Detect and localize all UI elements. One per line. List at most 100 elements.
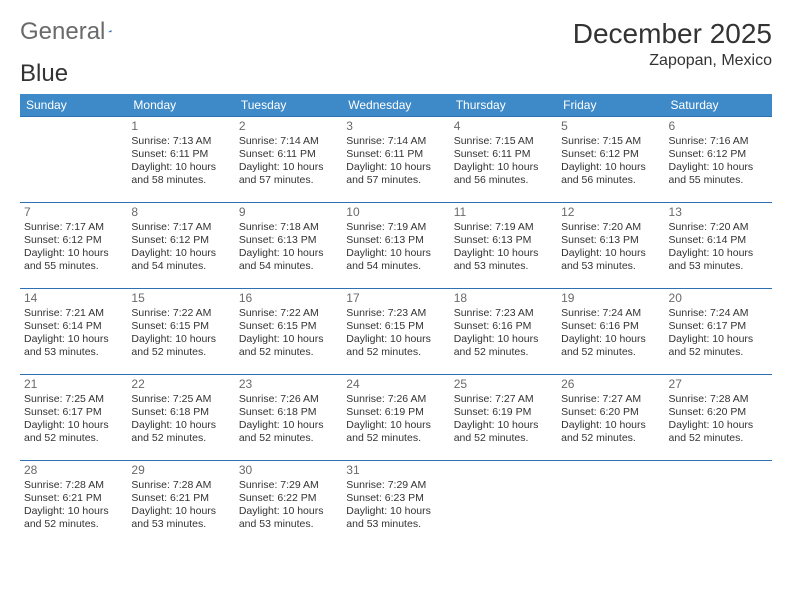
sunset-line: Sunset: 6:17 PM: [669, 320, 768, 333]
daylight-line: Daylight: 10 hours and 54 minutes.: [131, 247, 230, 273]
sunrise-line: Sunrise: 7:20 AM: [561, 221, 660, 234]
sunset-line: Sunset: 6:12 PM: [131, 234, 230, 247]
day-number: 8: [131, 205, 230, 220]
calendar-cell: 10Sunrise: 7:19 AMSunset: 6:13 PMDayligh…: [342, 203, 449, 289]
sunset-line: Sunset: 6:18 PM: [131, 406, 230, 419]
daylight-line: Daylight: 10 hours and 52 minutes.: [239, 333, 338, 359]
sunset-line: Sunset: 6:18 PM: [239, 406, 338, 419]
sunrise-line: Sunrise: 7:17 AM: [131, 221, 230, 234]
calendar-cell: 18Sunrise: 7:23 AMSunset: 6:16 PMDayligh…: [450, 289, 557, 375]
day-number: 2: [239, 119, 338, 134]
calendar-table: SundayMondayTuesdayWednesdayThursdayFrid…: [20, 94, 772, 547]
daylight-line: Daylight: 10 hours and 53 minutes.: [669, 247, 768, 273]
sunset-line: Sunset: 6:11 PM: [454, 148, 553, 161]
sunset-line: Sunset: 6:14 PM: [24, 320, 123, 333]
day-number: 28: [24, 463, 123, 478]
calendar-cell: 14Sunrise: 7:21 AMSunset: 6:14 PMDayligh…: [20, 289, 127, 375]
sunset-line: Sunset: 6:20 PM: [561, 406, 660, 419]
calendar-cell: 12Sunrise: 7:20 AMSunset: 6:13 PMDayligh…: [557, 203, 664, 289]
sunrise-line: Sunrise: 7:26 AM: [346, 393, 445, 406]
sunset-line: Sunset: 6:13 PM: [239, 234, 338, 247]
day-number: 27: [669, 377, 768, 392]
calendar-cell: 28Sunrise: 7:28 AMSunset: 6:21 PMDayligh…: [20, 461, 127, 547]
calendar-cell: 13Sunrise: 7:20 AMSunset: 6:14 PMDayligh…: [665, 203, 772, 289]
day-number: 21: [24, 377, 123, 392]
sunset-line: Sunset: 6:12 PM: [24, 234, 123, 247]
calendar-row: 28Sunrise: 7:28 AMSunset: 6:21 PMDayligh…: [20, 461, 772, 547]
daylight-line: Daylight: 10 hours and 56 minutes.: [561, 161, 660, 187]
sunset-line: Sunset: 6:11 PM: [131, 148, 230, 161]
day-number: 23: [239, 377, 338, 392]
calendar-cell: 25Sunrise: 7:27 AMSunset: 6:19 PMDayligh…: [450, 375, 557, 461]
daylight-line: Daylight: 10 hours and 52 minutes.: [24, 505, 123, 531]
sunrise-line: Sunrise: 7:14 AM: [346, 135, 445, 148]
day-number: 9: [239, 205, 338, 220]
sunset-line: Sunset: 6:17 PM: [24, 406, 123, 419]
day-number: 16: [239, 291, 338, 306]
sunrise-line: Sunrise: 7:29 AM: [346, 479, 445, 492]
weekday-header: Thursday: [450, 94, 557, 117]
calendar-cell: 5Sunrise: 7:15 AMSunset: 6:12 PMDaylight…: [557, 117, 664, 203]
sunset-line: Sunset: 6:15 PM: [131, 320, 230, 333]
sunset-line: Sunset: 6:22 PM: [239, 492, 338, 505]
sunrise-line: Sunrise: 7:29 AM: [239, 479, 338, 492]
sunrise-line: Sunrise: 7:23 AM: [454, 307, 553, 320]
sunset-line: Sunset: 6:21 PM: [24, 492, 123, 505]
sunset-line: Sunset: 6:21 PM: [131, 492, 230, 505]
daylight-line: Daylight: 10 hours and 52 minutes.: [669, 333, 768, 359]
daylight-line: Daylight: 10 hours and 52 minutes.: [346, 333, 445, 359]
sunrise-line: Sunrise: 7:17 AM: [24, 221, 123, 234]
sunset-line: Sunset: 6:19 PM: [454, 406, 553, 419]
calendar-cell: 8Sunrise: 7:17 AMSunset: 6:12 PMDaylight…: [127, 203, 234, 289]
day-number: 1: [131, 119, 230, 134]
weekday-header: Saturday: [665, 94, 772, 117]
calendar-cell: 24Sunrise: 7:26 AMSunset: 6:19 PMDayligh…: [342, 375, 449, 461]
day-number: 14: [24, 291, 123, 306]
brand-logo: General: [20, 18, 130, 46]
calendar-cell: 20Sunrise: 7:24 AMSunset: 6:17 PMDayligh…: [665, 289, 772, 375]
daylight-line: Daylight: 10 hours and 57 minutes.: [239, 161, 338, 187]
calendar-cell: 27Sunrise: 7:28 AMSunset: 6:20 PMDayligh…: [665, 375, 772, 461]
day-number: 24: [346, 377, 445, 392]
daylight-line: Daylight: 10 hours and 55 minutes.: [24, 247, 123, 273]
calendar-cell: 17Sunrise: 7:23 AMSunset: 6:15 PMDayligh…: [342, 289, 449, 375]
day-number: 29: [131, 463, 230, 478]
weekday-header: Sunday: [20, 94, 127, 117]
calendar-cell: 29Sunrise: 7:28 AMSunset: 6:21 PMDayligh…: [127, 461, 234, 547]
sunrise-line: Sunrise: 7:26 AM: [239, 393, 338, 406]
calendar-cell: 1Sunrise: 7:13 AMSunset: 6:11 PMDaylight…: [127, 117, 234, 203]
sunrise-line: Sunrise: 7:27 AM: [454, 393, 553, 406]
calendar-cell: 26Sunrise: 7:27 AMSunset: 6:20 PMDayligh…: [557, 375, 664, 461]
day-number: 10: [346, 205, 445, 220]
sunset-line: Sunset: 6:23 PM: [346, 492, 445, 505]
calendar-cell: 31Sunrise: 7:29 AMSunset: 6:23 PMDayligh…: [342, 461, 449, 547]
daylight-line: Daylight: 10 hours and 52 minutes.: [561, 419, 660, 445]
daylight-line: Daylight: 10 hours and 58 minutes.: [131, 161, 230, 187]
daylight-line: Daylight: 10 hours and 53 minutes.: [454, 247, 553, 273]
day-number: 7: [24, 205, 123, 220]
day-number: 15: [131, 291, 230, 306]
sunrise-line: Sunrise: 7:15 AM: [454, 135, 553, 148]
day-number: 26: [561, 377, 660, 392]
sunrise-line: Sunrise: 7:21 AM: [24, 307, 123, 320]
sunrise-line: Sunrise: 7:13 AM: [131, 135, 230, 148]
sunset-line: Sunset: 6:11 PM: [239, 148, 338, 161]
sunrise-line: Sunrise: 7:19 AM: [454, 221, 553, 234]
sunrise-line: Sunrise: 7:14 AM: [239, 135, 338, 148]
sunset-line: Sunset: 6:13 PM: [346, 234, 445, 247]
sunrise-line: Sunrise: 7:19 AM: [346, 221, 445, 234]
weekday-header: Wednesday: [342, 94, 449, 117]
weekday-header: Tuesday: [235, 94, 342, 117]
calendar-cell: 2Sunrise: 7:14 AMSunset: 6:11 PMDaylight…: [235, 117, 342, 203]
daylight-line: Daylight: 10 hours and 57 minutes.: [346, 161, 445, 187]
calendar-cell: 6Sunrise: 7:16 AMSunset: 6:12 PMDaylight…: [665, 117, 772, 203]
day-number: 12: [561, 205, 660, 220]
sunrise-line: Sunrise: 7:15 AM: [561, 135, 660, 148]
calendar-row: 1Sunrise: 7:13 AMSunset: 6:11 PMDaylight…: [20, 117, 772, 203]
day-number: 3: [346, 119, 445, 134]
calendar-cell: 15Sunrise: 7:22 AMSunset: 6:15 PMDayligh…: [127, 289, 234, 375]
day-number: 22: [131, 377, 230, 392]
day-number: 11: [454, 205, 553, 220]
daylight-line: Daylight: 10 hours and 55 minutes.: [669, 161, 768, 187]
sunset-line: Sunset: 6:20 PM: [669, 406, 768, 419]
